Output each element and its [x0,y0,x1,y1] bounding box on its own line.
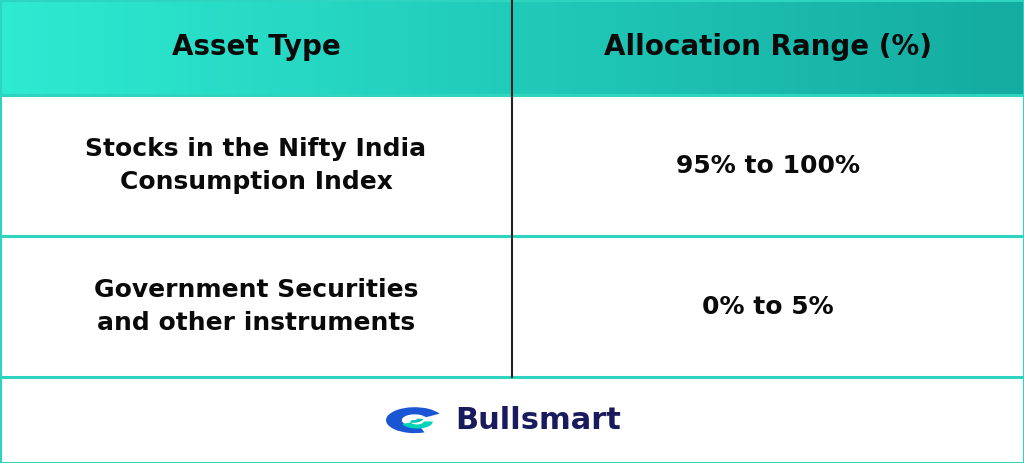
Wedge shape [386,407,439,433]
Bar [0,377,1024,463]
Wedge shape [402,421,433,429]
Text: 95% to 100%: 95% to 100% [676,154,860,177]
Bar [0,95,1024,236]
Text: Allocation Range (%): Allocation Range (%) [604,33,932,62]
Text: 0% to 5%: 0% to 5% [702,295,834,319]
Text: Stocks in the Nifty India
Consumption Index: Stocks in the Nifty India Consumption In… [85,137,427,194]
Text: Asset Type: Asset Type [172,33,340,62]
Bar [0,236,1024,377]
Wedge shape [410,419,423,423]
Text: Bullsmart: Bullsmart [456,406,622,435]
Text: Government Securities
and other instruments: Government Securities and other instrume… [94,278,418,336]
